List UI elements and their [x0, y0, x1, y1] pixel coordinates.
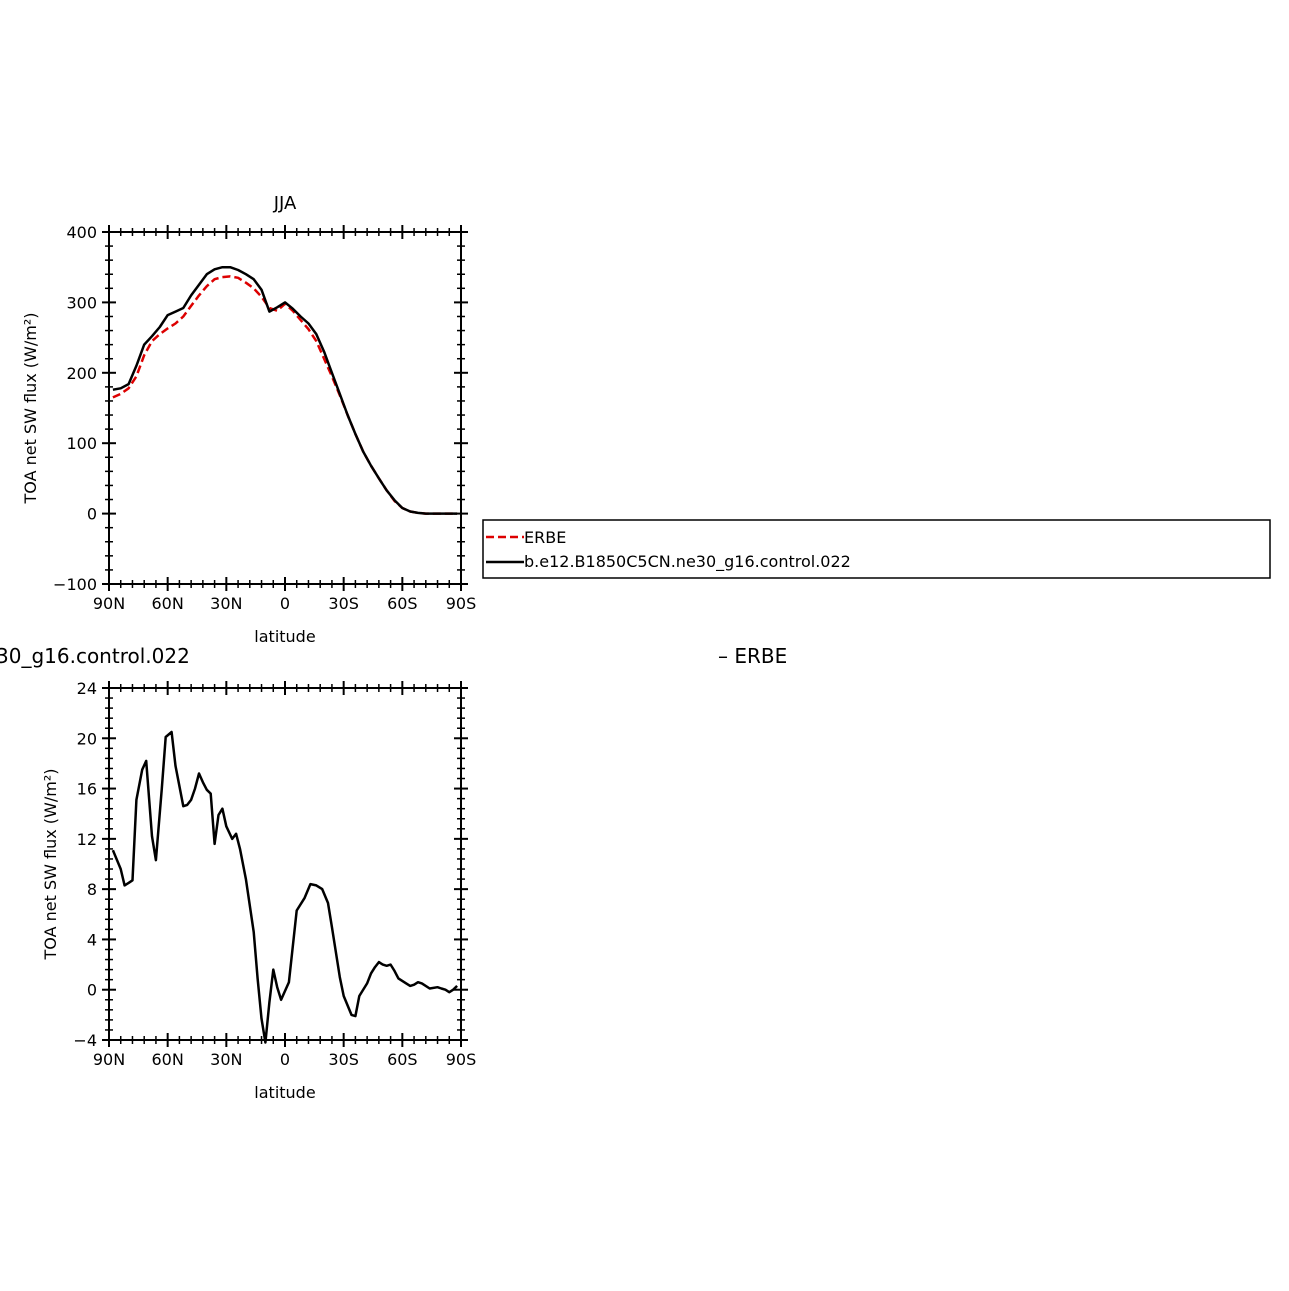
bottom-panel: 30_g16.control.022 – ERBE −4 0 4 8 12 16 20 24 9… [0, 644, 787, 1102]
top-panel-frame [108, 231, 462, 585]
bottom-ytick-label-3: 8 [87, 880, 97, 899]
top-panel-ylabel: TOA net SW flux (W/m²) [21, 313, 40, 505]
bottom-ytick-label-0: −4 [73, 1031, 97, 1050]
top-xtick-label-6: 90S [446, 594, 477, 613]
top-xtick-label-3: 0 [280, 594, 290, 613]
top-xtick-label-0: 90N [93, 594, 125, 613]
top-panel: JJA −100 0 100 200 300 400 90N 60N 30N 0 30S 60S 90S… [21, 193, 476, 646]
top-ytick-label-3: 200 [66, 364, 97, 383]
top-xtick-label-1: 60N [152, 594, 184, 613]
bottom-panel-series [111, 730, 458, 1044]
top-ytick-label-5: 400 [66, 223, 97, 242]
top-xtick-label-5: 60S [387, 594, 418, 613]
top-ytick-label-2: 100 [66, 434, 97, 453]
bottom-xtick-label-0: 90N [93, 1050, 125, 1069]
legend-box [482, 519, 1271, 579]
bottom-ytick-label-4: 12 [77, 830, 97, 849]
bottom-ytick-label-2: 4 [87, 930, 97, 949]
bottom-ytick-label-5: 16 [77, 780, 97, 799]
bottom-panel-ticks: −4 0 4 8 12 16 20 24 90N 60N 30N 0 30S 60S 90S [73, 679, 476, 1069]
bottom-panel-ylabel: TOA net SW flux (W/m²) [41, 769, 60, 961]
bottom-panel-title-right: – ERBE [718, 644, 787, 668]
bottom-xtick-label-5: 60S [387, 1050, 418, 1069]
legend-label-model: b.e12.B1850C5CN.ne30_g16.control.022 [524, 552, 851, 572]
bottom-ytick-label-7: 24 [77, 679, 97, 698]
top-panel-xlabel: latitude [254, 627, 315, 646]
bottom-xtick-label-6: 90S [446, 1050, 477, 1069]
top-ytick-label-4: 300 [66, 293, 97, 312]
bottom-panel-title-left: 30_g16.control.022 [0, 644, 190, 668]
bottom-xtick-label-1: 60N [152, 1050, 184, 1069]
top-xtick-label-2: 30N [210, 594, 242, 613]
legend: ERBE b.e12.B1850C5CN.ne30_g16.control.02… [482, 519, 1271, 579]
bottom-xtick-label-3: 0 [280, 1050, 290, 1069]
top-panel-ticks: −100 0 100 200 300 400 90N 60N 30N 0 30S 60S 90S [53, 223, 476, 613]
bottom-ytick-label-1: 0 [87, 981, 97, 1000]
top-xtick-label-4: 30S [328, 594, 359, 613]
bottom-xtick-label-4: 30S [328, 1050, 359, 1069]
top-ytick-label-1: 0 [87, 505, 97, 524]
bottom-panel-frame [108, 687, 462, 1041]
bottom-xtick-label-2: 30N [210, 1050, 242, 1069]
bottom-series-line-0 [111, 730, 458, 1044]
top-series-line-1 [112, 265, 458, 515]
top-panel-title: JJA [273, 193, 297, 214]
top-series-line-0 [112, 275, 458, 515]
bottom-ytick-label-6: 20 [77, 729, 97, 748]
legend-label-erbe: ERBE [524, 528, 566, 547]
top-ytick-label-0: −100 [53, 575, 97, 594]
bottom-panel-xlabel: latitude [254, 1083, 315, 1102]
top-panel-series [112, 265, 458, 515]
